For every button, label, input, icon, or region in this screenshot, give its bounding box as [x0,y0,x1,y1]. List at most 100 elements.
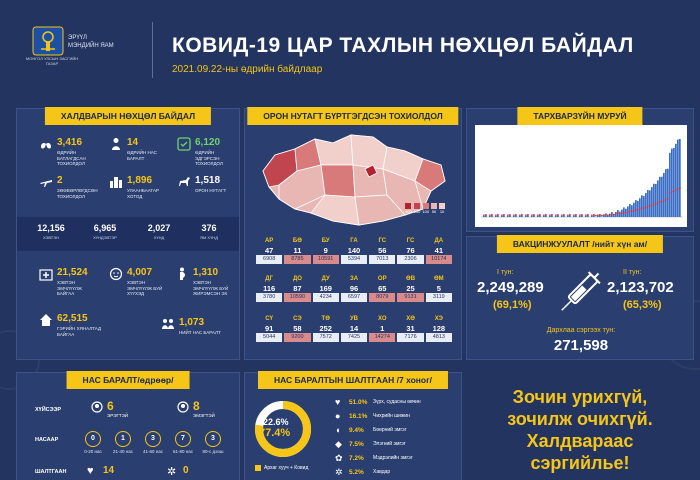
org-name: ЭРҮҮЛ МЭНДИЙН ЯАМ [68,35,114,49]
header: МОНГОЛ УЛСЫН ЗАСГИЙН ГАЗАР ЭРҮҮЛ МЭНДИЙН… [0,0,700,92]
cause-row-label: ШАЛТГААН [35,469,67,475]
curve-line-point [599,214,601,216]
curve-bar [495,215,497,217]
curve-line-point [629,210,631,212]
legend-item: 50 [431,203,438,214]
slogan-line: Зочин урихгүй, [512,387,648,407]
cause-item: ◆ 7.5% Элэгний эмгэг [335,439,406,449]
curve-line-point [521,214,523,216]
curve-line-point [631,210,633,213]
total-deaths-stat: 1,073 НИЙТ НАС БАРАЛТ [161,317,223,336]
age-group-caption: 41-60 нас [143,449,163,454]
people-icon [161,317,175,331]
city-icon [109,175,123,189]
liver-icon: ◆ [335,439,342,449]
moderate-count: 6,965 ХҮНДЭВТЭР [93,223,117,240]
imported-cases-stat: 2 ЗӨӨВӨРЛӨГДСӨН ТОХИОЛДОЛ [39,175,99,199]
curve-line-point [641,207,643,209]
curve-line-point [623,211,625,213]
curve-bar [669,152,671,217]
curve-line-point [647,205,649,207]
region-codes-row: СҮ СЭ ТӨ УВ ХО ХӨ ХЭ [265,316,443,322]
pregnant-in-treatment-stat: 1,310 ХЭВТЭН ЭМЧЛҮҮЛЖ БУЙ ЖИРЭМСЭН ЭХ [175,267,237,297]
curve-line-point [569,214,571,216]
curve-bar [549,215,551,217]
cause-item: ✲ 5.2% Хавдар [335,467,391,477]
curve-bar [605,213,607,217]
curve-line-point [651,204,653,206]
curve-line-point [621,212,623,214]
donut-percent-1: 22.6% [263,417,289,427]
horse-icon [177,175,191,189]
gender-row-label: ХҮЙСЭЭР [35,407,62,413]
curve-line-point [543,214,545,216]
curve-line-point [601,214,603,217]
curve-bar [639,198,641,217]
curve-bar [597,215,599,217]
drop-icon: ● [335,411,341,421]
infection-panel-title: ХАЛДВАРЫН НӨХЦӨЛ БАЙДАЛ [44,107,212,125]
curve-bar [679,139,681,217]
curve-line-point [677,187,679,190]
curve-line-point [661,200,663,203]
curve-bar [501,215,503,217]
curve-bar [645,193,647,217]
curve-line-point [663,199,665,201]
curve-line-point [639,208,641,210]
curve-line-point [483,214,485,216]
donut-percent-2: 77.4% [259,427,291,439]
critical-count: 376 ЯМ ХҮНД [200,223,218,240]
infection-panel: ХАЛДВАРЫН НӨХЦӨЛ БАЙДАЛ 3,416 ӨДРИЙН БАТЛ… [16,107,240,360]
curve-bar [497,214,499,217]
curve-line-point [497,214,499,216]
regions-panel: ОРОН НУТАГТ БҮРТГЭГДСЭН ТОХИОЛДОЛ 400 15… [244,107,462,360]
cancer-cell-icon: ✲ [335,467,343,477]
curve-bar [663,172,665,217]
male-icon [91,401,103,422]
curve-line-point [671,191,673,193]
slogan-line: Халдвараас [526,431,634,451]
curve-bar [585,215,587,217]
legend-item: 400 [405,203,412,214]
curve-bar [575,214,577,217]
children-in-treatment-stat: 4,007 ХЭВТЭН ЭМЧЛҮҮЛЖ БУЙ ХҮҮХЭД [109,267,169,297]
home-icon [39,313,53,327]
curve-line-point [489,214,491,216]
curve-bar [561,215,563,217]
curve-bar [665,169,667,217]
region-counts-row: 47 11 9 140 56 76 41 [264,246,443,255]
curve-line-point [551,214,553,216]
curve-bar [533,214,535,217]
curve-bar [483,215,485,217]
curve-bar [527,214,529,217]
curve-bar [545,214,547,217]
curve-line-point [655,203,657,205]
daily-deaths-panel: НАС БАРАЛТ/өдрөөр/ ХҮЙСЭЭР 6 ЭРЭГТЭЙ 8 Э… [16,371,240,480]
heart-icon: ♥ [335,397,341,407]
curve-line-point [519,214,521,216]
curve-bar [531,215,533,217]
legend-item: 100 [422,203,429,214]
female-deaths: 8 [193,399,200,413]
female-label: ЭМЭГТЭЙ [193,413,215,418]
male-label: ЭРЭГТЭЙ [107,413,129,418]
curve-line-point [567,214,569,216]
region-counts-row: 116 87 169 96 65 25 5 [263,284,441,293]
curve-bar [647,189,649,217]
legend-item: 10 [439,203,446,214]
hospitalization-band: 12,156 ХЭВТЭН 6,965 ХҮНДЭВТЭР 2,027 ХҮНД 37… [17,217,239,251]
curve-bar [615,211,617,217]
airplane-icon [39,175,53,189]
age-group-caption: 80-с дээш [202,449,224,454]
lungs-icon [39,137,53,151]
curve-bar [591,215,593,217]
curve-line-point [525,214,527,216]
curve-bar [673,148,675,217]
daily-deaths-stat: 14 ӨДРИЙН НАС БАРАЛТ [109,137,167,161]
in-treatment-stat: 21,524 ХЭВТЭН ЭМЧЛҮҮЛЖ БАЙГАА [39,267,99,297]
kidney-icon: ◖ [335,425,341,435]
region-totals-row: 5044 9200 7572 7425 14274 7176 4813 [255,333,453,342]
vaccine-panel-title: ВАКЦИНЖУУЛАЛТ /нийт хүн ам/ [496,235,664,253]
age-group-caption: 61-80 нас [173,449,193,454]
curve-line-point [573,214,575,216]
